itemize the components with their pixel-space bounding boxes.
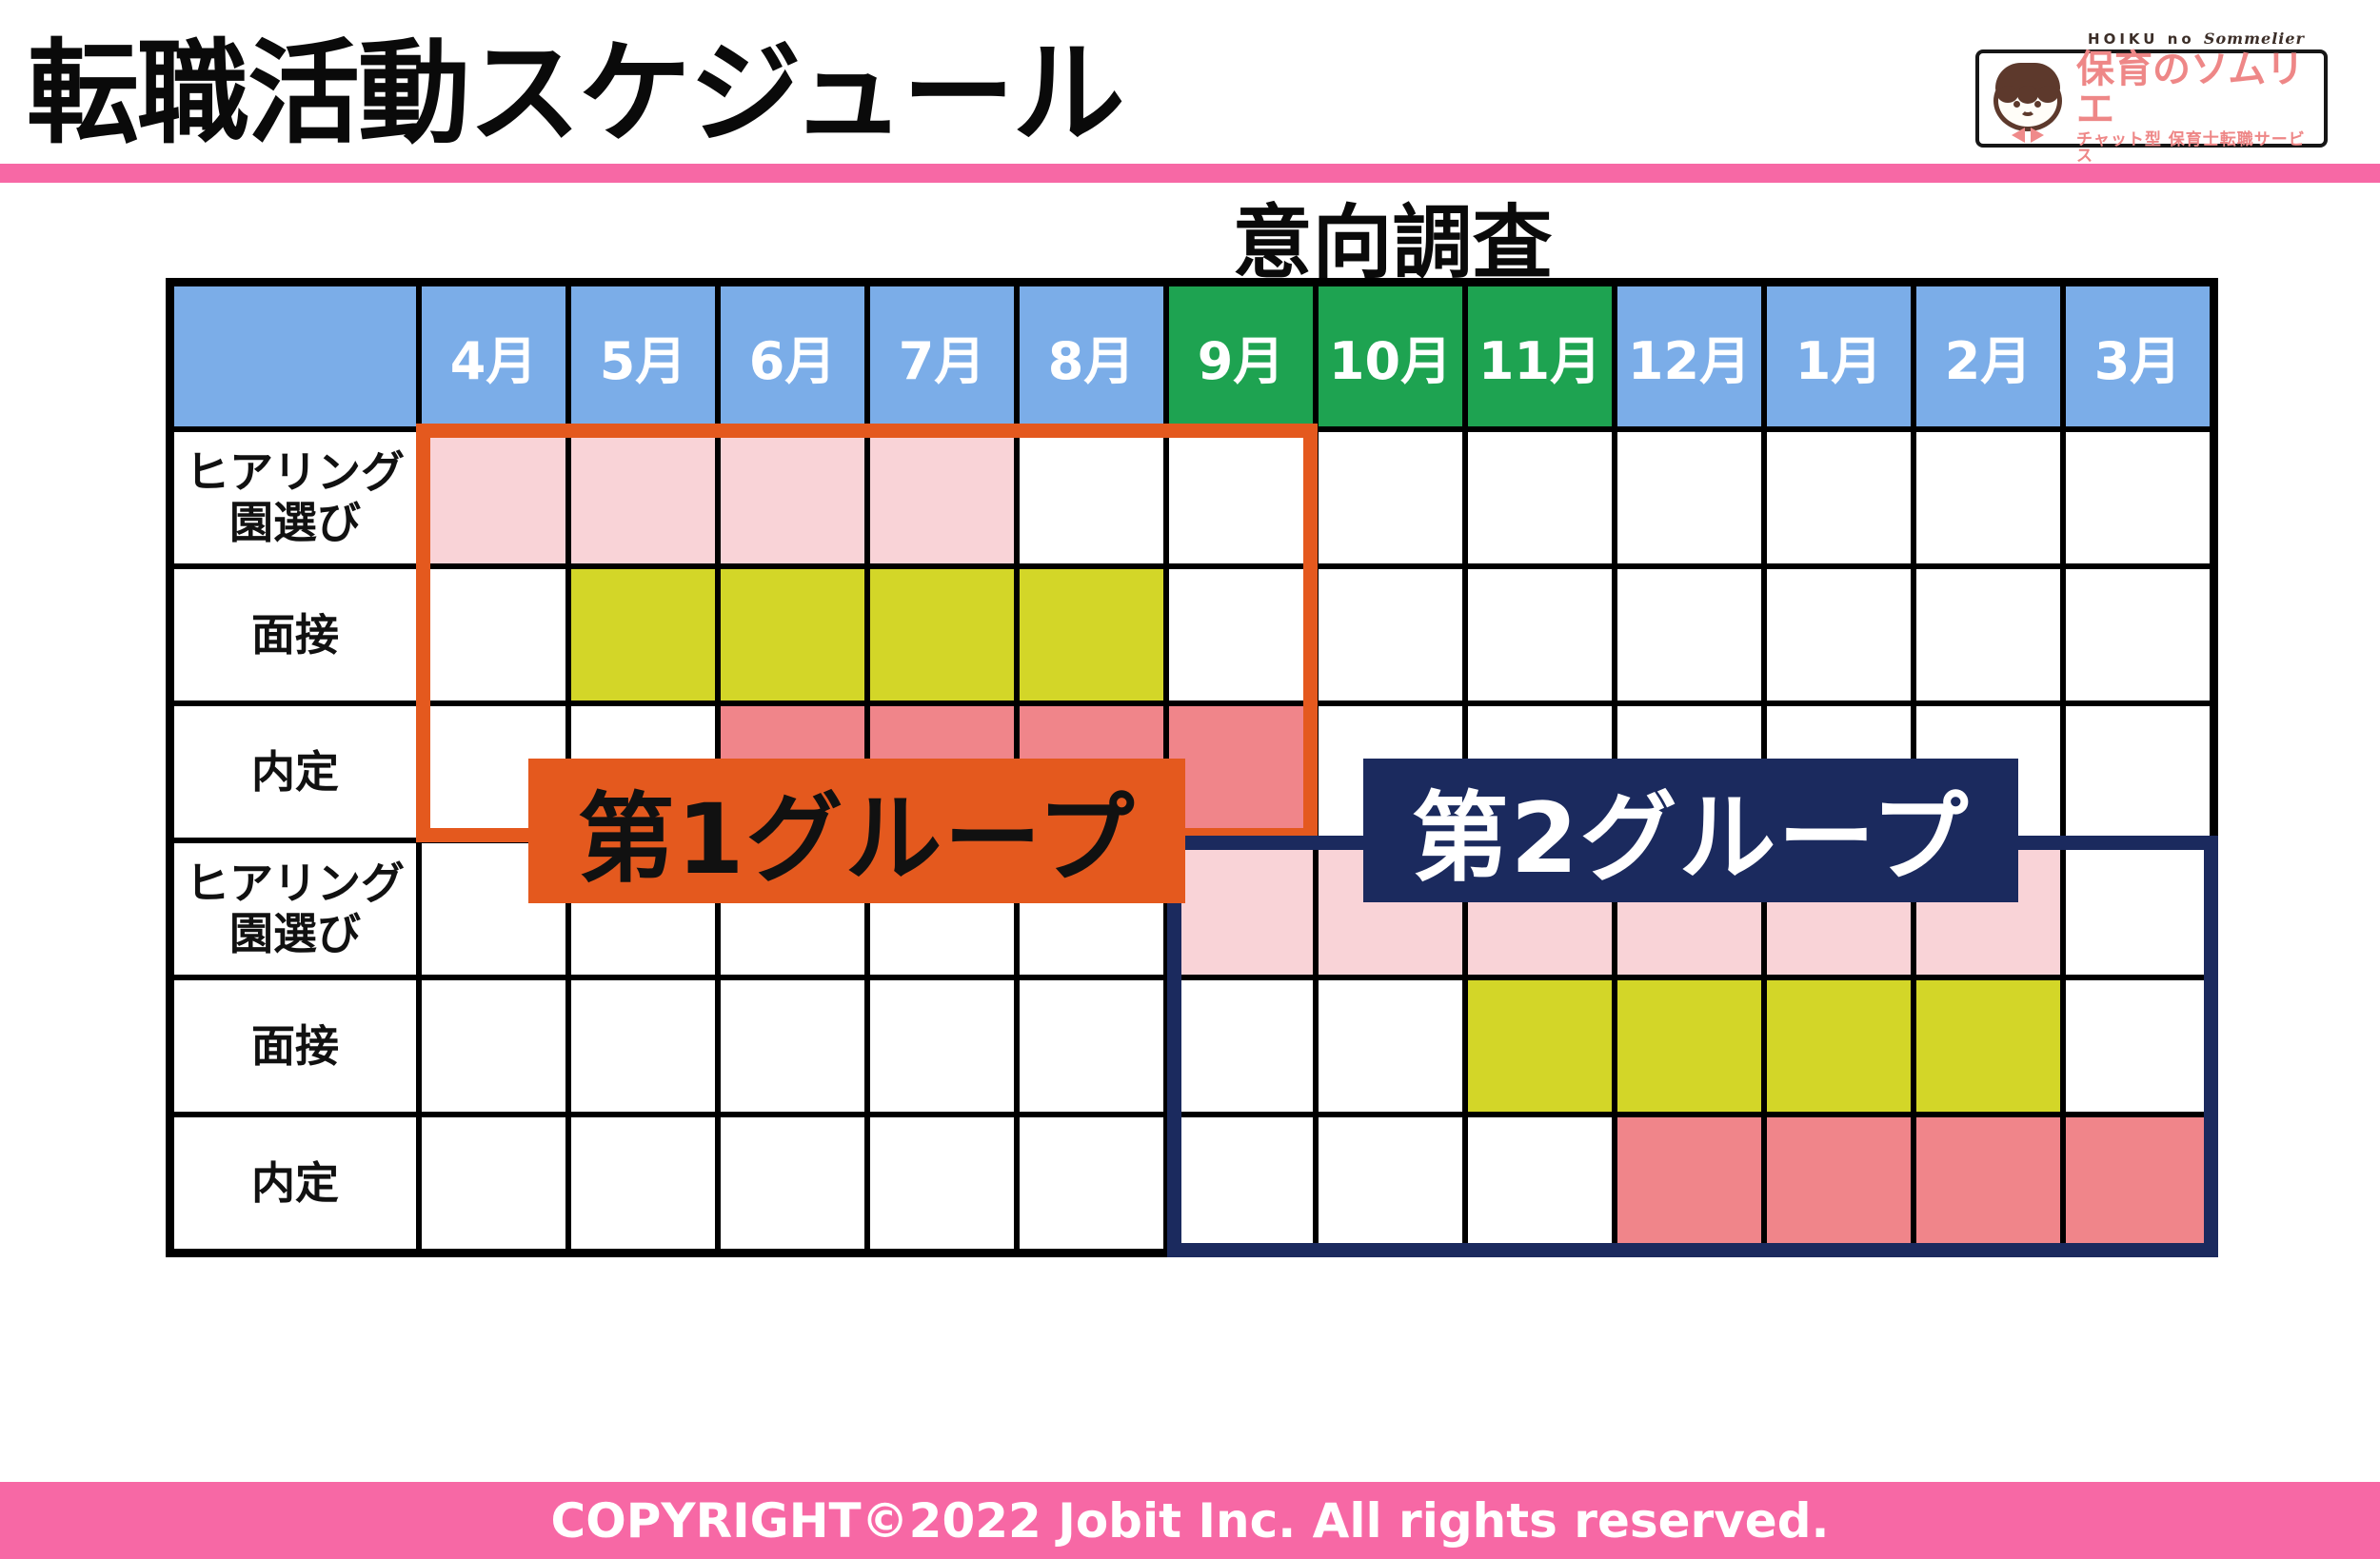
cell-r2-m12 bbox=[2066, 569, 2210, 701]
cell-r2-m10 bbox=[1767, 569, 1911, 701]
month-header-12: 3月 bbox=[2066, 286, 2210, 426]
cell-r6-m1 bbox=[422, 1117, 565, 1249]
cell-r2-m4 bbox=[870, 569, 1014, 701]
cell-r6-m6 bbox=[1169, 1117, 1313, 1249]
cell-r1-m9 bbox=[1617, 432, 1761, 563]
row-label-1: ヒアリング 園選び bbox=[174, 432, 416, 563]
cell-r5-m5 bbox=[1020, 980, 1163, 1112]
cell-r4-m6 bbox=[1169, 843, 1313, 975]
cell-r6-m8 bbox=[1468, 1117, 1612, 1249]
cell-r6-m9 bbox=[1617, 1117, 1761, 1249]
cell-r1-m7 bbox=[1319, 432, 1462, 563]
cell-r1-m2 bbox=[571, 432, 715, 563]
logo-sub-text: チャット型 保育士転職サービス bbox=[2076, 129, 2306, 167]
month-header-9: 12月 bbox=[1617, 286, 1761, 426]
month-header-4: 7月 bbox=[870, 286, 1014, 426]
cell-r1-m4 bbox=[870, 432, 1014, 563]
row-label-6: 内定 bbox=[174, 1117, 416, 1249]
row-label-5: 面接 bbox=[174, 980, 416, 1112]
cell-r6-m12 bbox=[2066, 1117, 2210, 1249]
cell-r5-m9 bbox=[1617, 980, 1761, 1112]
month-header-2: 5月 bbox=[571, 286, 715, 426]
cell-r6-m11 bbox=[1916, 1117, 2060, 1249]
footer-bar: COPYRIGHT©2022 Jobit Inc. All rights res… bbox=[0, 1482, 2380, 1559]
row-label-3: 内定 bbox=[174, 706, 416, 838]
cell-r5-m6 bbox=[1169, 980, 1313, 1112]
cell-r2-m8 bbox=[1468, 569, 1612, 701]
cell-r1-m8 bbox=[1468, 432, 1612, 563]
month-header-6: 9月 bbox=[1169, 286, 1313, 426]
month-header-1: 4月 bbox=[422, 286, 565, 426]
cell-r2-m5 bbox=[1020, 569, 1163, 701]
logo-badge: HOIKU no Sommelier 保育のソムリエ チャット型 保育士転職サー… bbox=[1975, 30, 2328, 165]
cell-r2-m3 bbox=[721, 569, 864, 701]
intention-survey-label: 意向調査 bbox=[1232, 196, 1553, 289]
month-header-11: 2月 bbox=[1916, 286, 2060, 426]
cell-r5-m12 bbox=[2066, 980, 2210, 1112]
cell-r4-m12 bbox=[2066, 843, 2210, 975]
group2-label: 第2グループ bbox=[1363, 759, 2018, 902]
cell-r1-m5 bbox=[1020, 432, 1163, 563]
cell-r2-m1 bbox=[422, 569, 565, 701]
cell-r3-m6 bbox=[1169, 706, 1313, 838]
cell-r6-m5 bbox=[1020, 1117, 1163, 1249]
month-header-8: 11月 bbox=[1468, 286, 1612, 426]
corner-header-cell bbox=[174, 286, 416, 426]
cell-r5-m4 bbox=[870, 980, 1014, 1112]
row-label-4: ヒアリング 園選び bbox=[174, 843, 416, 975]
row-label-2: 面接 bbox=[174, 569, 416, 701]
cell-r6-m3 bbox=[721, 1117, 864, 1249]
month-header-5: 8月 bbox=[1020, 286, 1163, 426]
cell-r5-m7 bbox=[1319, 980, 1462, 1112]
month-header-10: 1月 bbox=[1767, 286, 1911, 426]
cell-r5-m8 bbox=[1468, 980, 1612, 1112]
copyright-text: COPYRIGHT©2022 Jobit Inc. All rights res… bbox=[550, 1492, 1830, 1549]
cell-r6-m2 bbox=[571, 1117, 715, 1249]
cell-r6-m10 bbox=[1767, 1117, 1911, 1249]
cell-r2-m11 bbox=[1916, 569, 2060, 701]
cell-r5-m1 bbox=[422, 980, 565, 1112]
cell-r2-m6 bbox=[1169, 569, 1313, 701]
boy-face-icon bbox=[1989, 55, 2069, 143]
cell-r2-m7 bbox=[1319, 569, 1462, 701]
month-header-7: 10月 bbox=[1319, 286, 1462, 426]
group1-label: 第1グループ bbox=[528, 759, 1185, 903]
cell-r1-m1 bbox=[422, 432, 565, 563]
cell-r1-m10 bbox=[1767, 432, 1911, 563]
logo-main-text: 保育のソムリエ bbox=[2076, 47, 2305, 131]
cell-r6-m7 bbox=[1319, 1117, 1462, 1249]
month-header-3: 6月 bbox=[721, 286, 864, 426]
page-title: 転職活動スケジュール bbox=[27, 28, 1125, 159]
cell-r5-m3 bbox=[721, 980, 864, 1112]
cell-r2-m9 bbox=[1617, 569, 1761, 701]
cell-r5-m10 bbox=[1767, 980, 1911, 1112]
cell-r1-m3 bbox=[721, 432, 864, 563]
cell-r2-m2 bbox=[571, 569, 715, 701]
logo-top-line: HOIKU no Sommelier bbox=[2088, 29, 2305, 48]
cell-r1-m6 bbox=[1169, 432, 1313, 563]
cell-r1-m11 bbox=[1916, 432, 2060, 563]
cell-r5-m11 bbox=[1916, 980, 2060, 1112]
cell-r5-m2 bbox=[571, 980, 715, 1112]
pink-divider bbox=[0, 164, 2380, 183]
cell-r1-m12 bbox=[2066, 432, 2210, 563]
bow-tie-icon bbox=[2012, 127, 2044, 143]
cell-r6-m4 bbox=[870, 1117, 1014, 1249]
cell-r3-m12 bbox=[2066, 706, 2210, 838]
